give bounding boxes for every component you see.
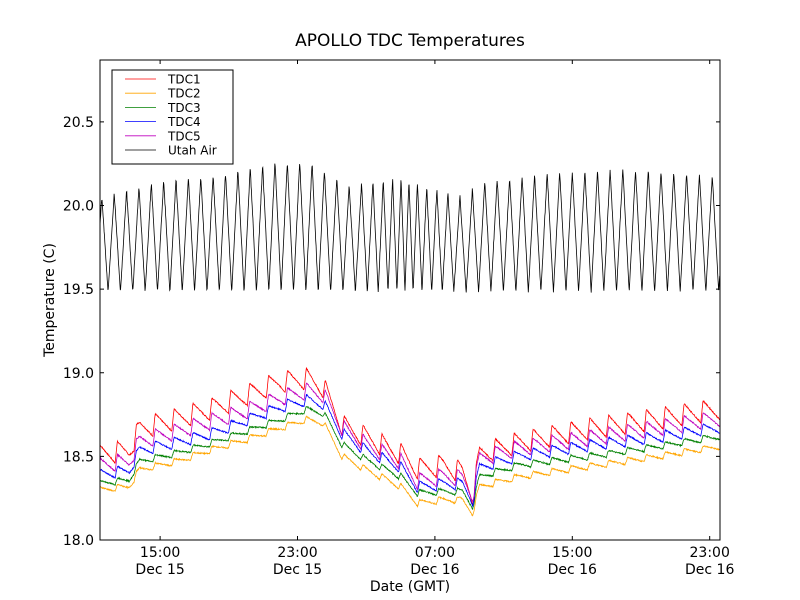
legend-label: TDC5 (167, 129, 201, 143)
x-tick-label-time: 23:00 (690, 545, 730, 561)
y-tick-label: 20.0 (63, 199, 94, 215)
x-tick-label-date: Dec 16 (410, 562, 459, 578)
chart-title: APOLLO TDC Temperatures (295, 31, 525, 51)
x-tick-label-date: Dec 15 (273, 562, 322, 578)
series-line-utah-air (100, 163, 720, 293)
series-line-tdc3 (100, 406, 720, 511)
y-tick-label: 19.0 (63, 366, 94, 382)
series-line-tdc1 (100, 367, 720, 506)
x-tick-label-time: 15:00 (140, 545, 180, 561)
x-tick-label-date: Dec 16 (685, 562, 734, 578)
x-tick-label-time: 15:00 (552, 545, 592, 561)
x-tick-label-time: 07:00 (415, 545, 455, 561)
x-tick-label-time: 23:00 (277, 545, 317, 561)
x-tick-label-date: Dec 15 (135, 562, 184, 578)
legend-label: Utah Air (168, 144, 217, 158)
legend-label: TDC2 (167, 87, 201, 101)
series-layer (100, 163, 720, 517)
y-tick-label: 18.0 (63, 533, 94, 549)
y-tick-label: 19.5 (63, 282, 94, 298)
axes-frame (99, 59, 721, 541)
series-line-tdc5 (100, 382, 720, 503)
legend-label: TDC3 (167, 101, 201, 115)
x-tick-label-date: Dec 16 (548, 562, 597, 578)
series-line-tdc4 (100, 393, 720, 508)
legend-label: TDC4 (167, 115, 201, 129)
y-axis-label: Temperature (C) (42, 243, 58, 358)
legend-label: TDC1 (167, 73, 201, 87)
legend-box (111, 69, 234, 165)
series-line-tdc2 (100, 415, 720, 517)
x-axis-label: Date (GMT) (370, 579, 450, 595)
y-tick-label: 20.5 (63, 115, 94, 131)
y-axis: 18.0 18.5 19.0 19.5 20.0 20.5 (63, 115, 720, 549)
y-tick-label: 18.5 (63, 449, 94, 465)
